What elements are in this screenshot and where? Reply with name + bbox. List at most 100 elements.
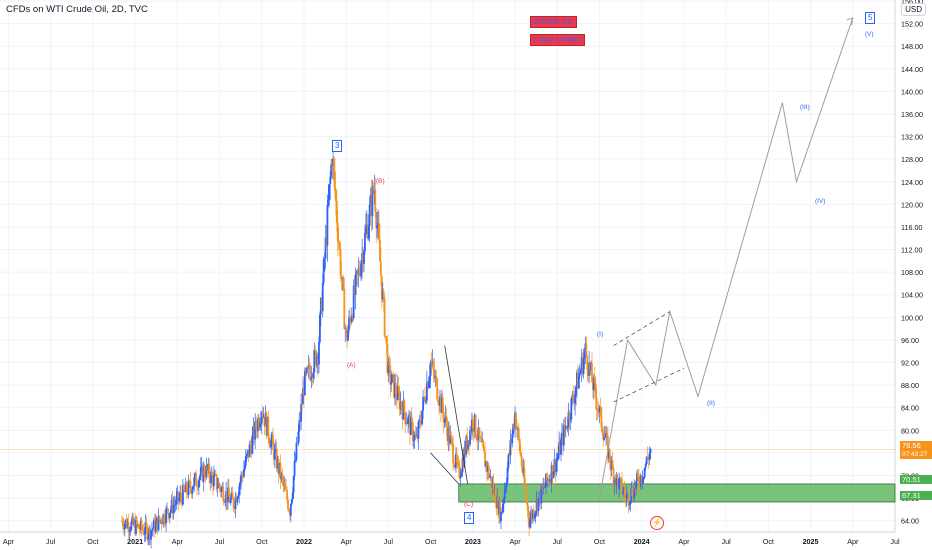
x-tick-label: Jul xyxy=(553,537,563,546)
candle-body xyxy=(389,365,392,385)
candle-body xyxy=(622,489,625,493)
candle-body xyxy=(570,398,573,420)
candle-body xyxy=(614,479,617,486)
candle-body xyxy=(354,274,357,295)
candle-body xyxy=(310,376,313,380)
candle-body xyxy=(151,529,153,531)
y-tick-label: 144.00 xyxy=(901,65,923,74)
candle-body xyxy=(401,408,404,420)
candle-body xyxy=(223,501,226,503)
candle-body xyxy=(428,375,431,381)
candle-body xyxy=(623,489,626,494)
candle-body xyxy=(494,488,497,504)
candle-body xyxy=(440,397,443,413)
candle-body xyxy=(283,484,286,485)
candle-body xyxy=(154,521,157,532)
candle-body xyxy=(592,377,595,391)
candle-body xyxy=(141,529,144,531)
candle-body xyxy=(502,499,505,504)
candle-body xyxy=(170,499,173,510)
candle-body xyxy=(197,480,200,488)
candle-body xyxy=(252,426,255,436)
candle-body xyxy=(322,259,325,283)
candle-body xyxy=(287,499,289,510)
candle-body xyxy=(271,435,273,441)
candle-body xyxy=(478,427,481,438)
candle-body xyxy=(467,440,470,450)
candle-body xyxy=(379,239,381,262)
wave-a-label: (A) xyxy=(347,362,356,369)
candle-body xyxy=(452,443,455,464)
candle-body xyxy=(424,397,426,402)
candle-body xyxy=(400,402,403,409)
candle-body xyxy=(381,291,384,300)
candle-body xyxy=(280,473,283,480)
candle-body xyxy=(232,499,235,509)
candle-body xyxy=(610,460,613,470)
candle-body xyxy=(476,439,479,441)
candle-body xyxy=(644,464,647,468)
candle-body xyxy=(493,488,496,493)
candle-body xyxy=(135,519,137,534)
candle-body xyxy=(522,467,525,473)
candle-body xyxy=(363,251,365,265)
candle-body xyxy=(524,483,527,491)
lightning-icon[interactable]: ⚡ xyxy=(650,516,664,530)
candle-body xyxy=(479,437,482,438)
candle-body xyxy=(492,482,495,493)
candle-body xyxy=(577,372,579,389)
candle-body xyxy=(198,476,201,481)
candle-body xyxy=(631,487,634,497)
candle-body xyxy=(288,509,290,511)
candle-body xyxy=(273,449,276,460)
candle-body xyxy=(374,190,377,213)
candle-body xyxy=(367,225,370,239)
candle-body xyxy=(288,510,291,516)
candle-body xyxy=(350,316,353,323)
candle-body xyxy=(547,479,550,482)
candle-body xyxy=(591,363,593,383)
candle-body xyxy=(436,378,439,400)
candle-body xyxy=(486,465,489,472)
candle-body xyxy=(404,413,407,424)
candle-body xyxy=(335,200,338,223)
candle-body xyxy=(451,438,454,444)
candle-body xyxy=(455,454,458,463)
candle-body xyxy=(325,237,328,246)
candle-body xyxy=(523,467,526,484)
candle-body xyxy=(531,510,534,519)
candle-body xyxy=(470,429,472,433)
candle-body xyxy=(556,458,559,462)
x-tick-label: Apr xyxy=(3,537,15,546)
y-tick-label: 92.00 xyxy=(901,359,919,368)
candle-body xyxy=(219,487,222,492)
x-tick-label: Jul xyxy=(215,537,225,546)
candle-body xyxy=(175,496,178,505)
candle-body xyxy=(645,456,648,465)
candle-body xyxy=(474,414,477,436)
wave-b-label: (B) xyxy=(376,178,385,185)
candle-body xyxy=(586,355,589,371)
candle-body xyxy=(640,475,643,484)
currency-button[interactable]: USD xyxy=(901,3,926,16)
candle-body xyxy=(369,194,372,205)
candle-body xyxy=(454,466,456,468)
candle-body xyxy=(574,394,576,404)
candle-body xyxy=(408,416,410,418)
candle-body xyxy=(314,349,317,352)
candle-body xyxy=(485,462,487,467)
candle-body xyxy=(504,486,507,490)
candle-body xyxy=(379,261,382,276)
x-tick-label: Oct xyxy=(87,537,98,546)
x-tick-label: Apr xyxy=(509,537,521,546)
candle-body xyxy=(557,454,560,459)
candle-body xyxy=(324,237,327,259)
candle-body xyxy=(339,249,342,276)
candle-body xyxy=(357,268,360,274)
candle-body xyxy=(258,423,261,427)
candle-body xyxy=(552,471,555,478)
candle-body xyxy=(635,481,637,490)
candle-body xyxy=(491,482,494,488)
y-tick-label: 148.00 xyxy=(901,42,923,51)
